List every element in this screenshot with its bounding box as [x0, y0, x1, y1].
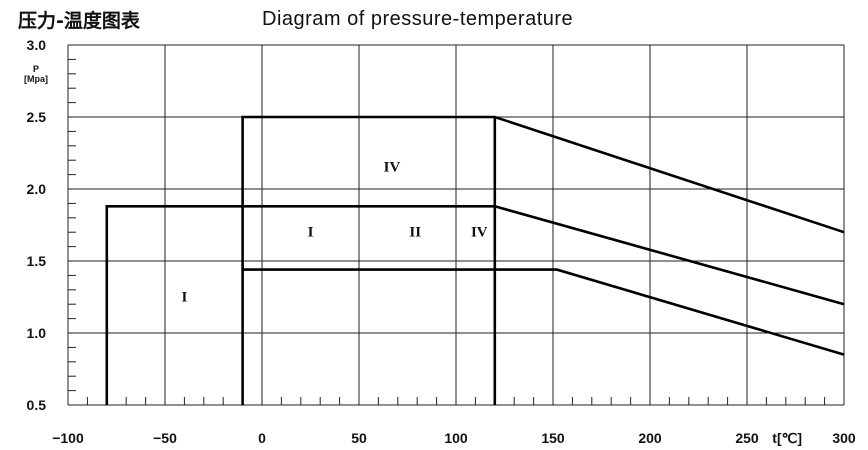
- x-tick-label: 250: [735, 430, 759, 446]
- x-axis-label: t[℃]: [772, 430, 802, 446]
- y-tick-label: 1.0: [27, 325, 47, 341]
- y-axis-unit: [Mpa]: [24, 74, 48, 84]
- series-line: [241, 115, 845, 405]
- x-tick-label: 100: [444, 430, 468, 446]
- x-tick-label: 50: [351, 430, 367, 446]
- region-label: IV: [384, 160, 401, 176]
- x-tick-label: −50: [153, 430, 177, 446]
- region-label: IV: [471, 225, 488, 241]
- y-tick-label: 1.5: [27, 253, 47, 269]
- y-axis-symbol: P: [33, 64, 39, 74]
- region-label: II: [409, 225, 421, 241]
- plot-area: −100 −50 0 50 100 150 200 250 300 0.5 1.0 1.5 2.0 2.5…: [27, 37, 856, 446]
- region-label: I: [308, 225, 314, 241]
- y-tick-label: 2.5: [27, 109, 47, 125]
- chart-title-chinese: 压力-温度图表: [18, 9, 141, 32]
- x-tick-label: 0: [258, 430, 266, 446]
- x-tick-label: 200: [638, 430, 662, 446]
- y-tick-label: 0.5: [27, 397, 47, 413]
- region-label: I: [181, 289, 187, 305]
- y-tick-label: 3.0: [27, 37, 47, 53]
- chart-title-english: Diagram of pressure-temperature: [262, 8, 573, 30]
- x-tick-label: 300: [832, 430, 856, 446]
- x-tick-label: 150: [541, 430, 565, 446]
- x-tick-label: −100: [52, 430, 84, 446]
- y-tick-label: 2.0: [27, 181, 47, 197]
- series-line: [242, 268, 845, 356]
- series-line: [105, 205, 845, 405]
